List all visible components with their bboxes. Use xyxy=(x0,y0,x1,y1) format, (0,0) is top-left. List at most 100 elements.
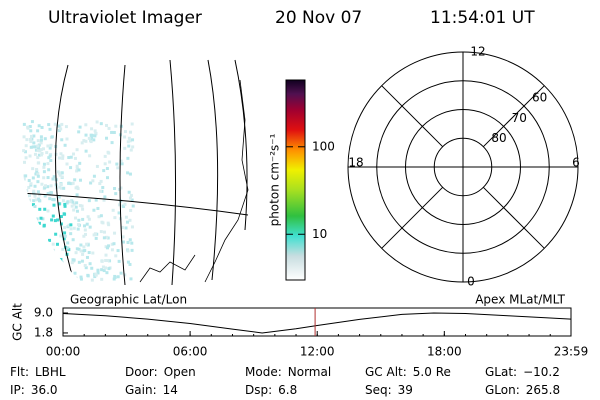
pixel xyxy=(23,247,27,251)
pixel xyxy=(29,129,33,133)
pixel xyxy=(79,243,83,247)
pixel xyxy=(44,184,48,188)
mlt-label: 0 xyxy=(467,275,475,289)
pixel xyxy=(43,186,47,190)
pixel xyxy=(114,192,118,196)
pixel xyxy=(27,179,31,183)
pixel xyxy=(60,260,64,264)
pixel xyxy=(29,145,33,149)
pixel xyxy=(32,239,36,243)
pixel xyxy=(31,176,35,180)
pixel xyxy=(61,199,65,203)
pixel xyxy=(24,156,28,160)
pixel xyxy=(106,221,110,225)
polar-diagonal xyxy=(482,85,545,148)
footer: Flt: LBHL Door: Open Mode: Normal GC Alt: 5.0 R… xyxy=(10,365,560,397)
pixel xyxy=(32,141,36,145)
pixel xyxy=(43,137,47,141)
pixel xyxy=(83,228,87,232)
pixel xyxy=(102,198,106,202)
pixel xyxy=(51,198,55,202)
pixel xyxy=(41,147,45,151)
pixel xyxy=(48,238,52,242)
x-tick-label: 12:00 xyxy=(300,345,335,359)
pixel xyxy=(62,271,66,275)
pixel xyxy=(69,155,73,159)
colorbar-label: photon cm⁻²s⁻¹ xyxy=(268,133,282,226)
pixel xyxy=(91,179,95,183)
pixel xyxy=(27,193,31,197)
pixel xyxy=(107,267,111,271)
pixel xyxy=(74,216,78,220)
pixel xyxy=(73,271,77,275)
pixel xyxy=(75,164,79,168)
pixel xyxy=(105,167,109,171)
pixel xyxy=(36,180,40,184)
pixel xyxy=(28,198,32,202)
pixel xyxy=(34,273,38,277)
pixel xyxy=(36,230,40,234)
pixel xyxy=(74,205,78,209)
pixel xyxy=(27,185,31,189)
pixel xyxy=(126,260,130,264)
pixel xyxy=(52,268,56,272)
pixel xyxy=(92,208,96,212)
pixel xyxy=(84,139,88,143)
x-tick-label: 06:00 xyxy=(173,345,208,359)
pixel xyxy=(48,270,52,274)
pixel xyxy=(24,197,28,201)
pixel xyxy=(27,260,31,264)
pixel xyxy=(84,123,88,127)
pixel xyxy=(78,178,82,182)
pixel xyxy=(106,259,110,263)
title: Ultraviolet Imager xyxy=(48,8,202,28)
pixel xyxy=(36,129,40,133)
pixel xyxy=(85,255,89,259)
pixel xyxy=(87,136,91,140)
pixel xyxy=(59,182,63,186)
pixel xyxy=(37,124,41,128)
pixel xyxy=(102,269,106,273)
pixel xyxy=(112,277,116,281)
pixel xyxy=(34,231,38,235)
pixel xyxy=(30,216,34,220)
pixel xyxy=(89,133,93,137)
pixel xyxy=(58,185,62,189)
pixel xyxy=(120,162,124,166)
pixel xyxy=(129,208,133,212)
polar-diagonal xyxy=(381,85,444,148)
pixel xyxy=(42,269,46,273)
pixel xyxy=(28,230,32,234)
pixel xyxy=(94,236,98,240)
pixel xyxy=(49,158,53,162)
pixel xyxy=(93,232,97,236)
field-value: Normal xyxy=(288,365,331,379)
pixel xyxy=(103,230,107,234)
pixel xyxy=(37,153,41,157)
pixel xyxy=(25,260,29,264)
timeline: 9.0 1.8 00:00 06:00 12:00 18:00 23:59 xyxy=(34,305,588,358)
pixel xyxy=(82,139,86,143)
pixel xyxy=(131,204,135,208)
pixel xyxy=(39,141,43,145)
pixel xyxy=(33,152,37,156)
pixel xyxy=(75,169,79,173)
pixel xyxy=(32,189,36,193)
pixel xyxy=(128,196,132,200)
pixel xyxy=(84,232,88,236)
pixel xyxy=(94,198,98,202)
pixel xyxy=(79,275,83,279)
pixel xyxy=(131,145,135,149)
field-label: GLon: xyxy=(485,383,520,397)
pixel xyxy=(121,235,125,239)
pixel xyxy=(69,232,73,236)
pixel xyxy=(26,269,30,273)
pixel xyxy=(67,181,71,185)
pixel xyxy=(34,148,38,152)
pixel xyxy=(23,160,27,164)
pixel xyxy=(68,200,72,204)
pixel xyxy=(33,204,37,208)
mlt-label: 18 xyxy=(348,156,363,170)
pixel xyxy=(39,251,43,255)
